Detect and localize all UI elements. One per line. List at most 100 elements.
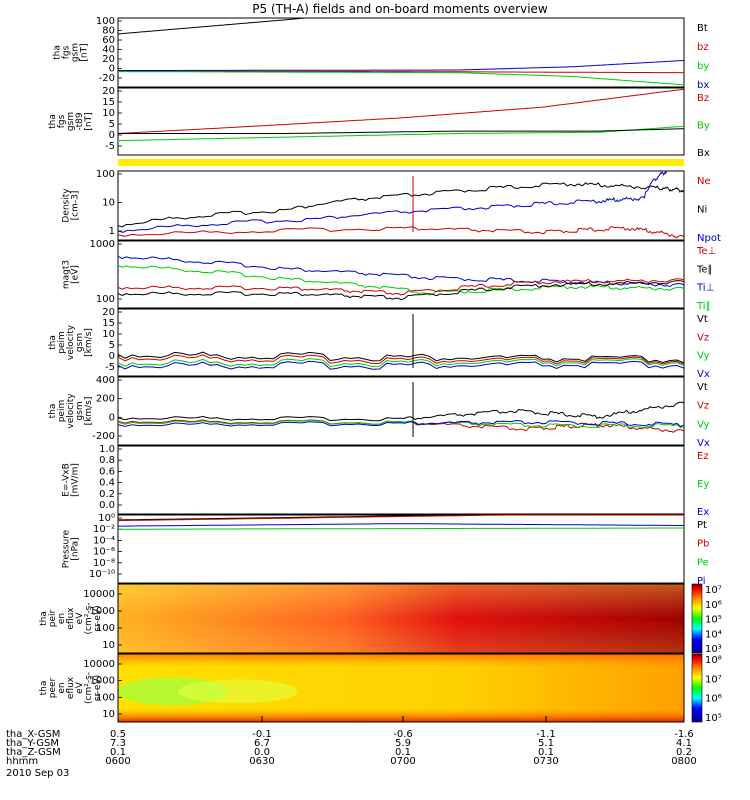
panel-frame — [117, 653, 685, 723]
panel-density: 100 10 1 Density [cm-3] Ne Ni Npot — [62, 169, 721, 244]
y-axis-label-line: peim — [57, 400, 67, 423]
y-tick-label: -5 — [105, 362, 115, 373]
colorbar-tick-label: 10⁶ — [705, 694, 722, 705]
ephemeris-value: 5.9 — [395, 738, 411, 749]
series-line-Bx — [118, 128, 684, 134]
ephemeris-value: 0700 — [390, 756, 415, 767]
ephemeris-value: 0.0 — [254, 747, 270, 758]
ephemeris-value: 0730 — [533, 756, 558, 767]
panel-frame — [117, 376, 685, 446]
y-axis-label-line: magt3 — [62, 260, 72, 289]
series-line-Te⊥ — [117, 278, 685, 296]
y-tick-label: 60 — [102, 35, 115, 46]
yellow-band — [118, 159, 684, 166]
legend-entry: Ne — [697, 176, 711, 187]
y-tick-label: 10⁻⁶ — [93, 547, 115, 558]
ephemeris-row-label: tha_X-GSM — [6, 729, 60, 740]
y-axis-label: tha peir en eflux eV (cm²-s-sr-eV) — [39, 602, 103, 634]
panel-frame — [117, 17, 685, 88]
y-tick-label: 0 — [109, 64, 115, 75]
spectrogram-shade — [118, 584, 684, 653]
y-axis-label-line: (cm²-s- — [84, 602, 94, 634]
ephemeris-table: tha_X-GSM 0.5 -0.1 -0.6 -1.1 -1.6 tha_Y-GSM 7.3… — [6, 716, 697, 779]
y-axis-label: tha peer en eflux eV (cm²-s-sr-eV) — [39, 672, 103, 704]
y-axis-label-line: (cm²-s- — [84, 672, 94, 704]
y-tick-label: 15 — [102, 97, 115, 108]
colorbar — [691, 583, 703, 654]
y-tick-label: 0.6 — [99, 466, 115, 477]
y-axis-label-line: [mV/m] — [71, 463, 81, 497]
legend-entry: Bx — [697, 148, 710, 159]
panel-peir-spec: 10⁷ 10⁶ 10⁵ 10⁴ 10³ 10000 1000 100 10 tha peir en ef… — [39, 583, 722, 655]
y-axis-label-line: tha — [39, 611, 49, 626]
legend-entry: Ez — [697, 451, 709, 462]
ephemeris-row-label: tha_Y-GSM — [6, 738, 59, 749]
ephemeris-value: 0630 — [249, 756, 274, 767]
y-tick-label: -20 — [99, 73, 115, 84]
series-line-Ti∥ — [117, 264, 685, 296]
y-tick-label: 10 — [102, 329, 115, 340]
ephemeris-value: 7.3 — [110, 738, 126, 749]
y-tick-label: 100 — [96, 294, 115, 305]
y-axis-label: tha peim velocity gsm [km/s] — [48, 393, 94, 429]
y-tick-label: 0.2 — [99, 489, 115, 500]
y-tick-label: -5 — [105, 141, 115, 152]
y-tick-label: 20 — [102, 54, 115, 65]
y-tick-label: 100 — [96, 169, 115, 180]
y-tick-label: 0.4 — [99, 478, 115, 489]
legend-entry: Te⊥ — [696, 246, 716, 257]
legend-entry: By — [697, 121, 710, 132]
y-axis-label-line: en — [57, 682, 67, 693]
colorbar-tick-label: 10⁷ — [705, 674, 722, 685]
legend-entry: Ti∥ — [696, 301, 711, 312]
legend-entry: Vt — [697, 314, 708, 325]
legend-entry: Ex — [697, 507, 709, 518]
y-axis-label-line: gsm — [71, 43, 81, 62]
y-axis-label-line: tha — [53, 45, 63, 60]
y-axis-label-line: peim — [57, 331, 67, 354]
y-tick-label: 10⁰ — [98, 513, 115, 524]
y-tick-label: 40 — [102, 45, 115, 56]
y-tick-label: 10 — [102, 108, 115, 119]
y-tick-label: 1000 — [90, 239, 115, 250]
date-label: 2010 Sep 03 — [6, 768, 69, 779]
series-line-Vy — [117, 358, 685, 368]
y-tick-label: 10⁻² — [93, 524, 115, 535]
y-axis-label-line: velocity — [66, 393, 76, 429]
ephemeris-value: 4.1 — [676, 738, 692, 749]
legend-entry: Vt — [697, 382, 708, 393]
legend-entry: Vx — [697, 369, 710, 380]
legend-entry: by — [697, 61, 709, 72]
series-line-Vz — [117, 354, 685, 365]
ephemeris-row-label: tha_Z-GSM — [6, 747, 61, 758]
y-axis-label: magt3 [eV] — [62, 260, 81, 289]
colorbar-tick-label: 10⁵ — [705, 713, 722, 724]
ephemeris-value: -1.6 — [674, 729, 694, 740]
legend-entry: Vz — [697, 332, 709, 343]
series-line-bx — [118, 60, 685, 71]
y-axis-label-line: peir — [48, 609, 58, 627]
y-axis-label: tha peim velocity gsm [km/s] — [48, 324, 94, 360]
y-axis-label-line: [cm-3] — [71, 191, 81, 221]
panel-e-vxb: 1.00.80.60.40.20.0 E=-VxB [mV/m] Ez Ey Ex — [62, 444, 710, 518]
y-axis-label-line: Pressure — [62, 529, 72, 568]
ephemeris-value: 0.1 — [395, 747, 411, 758]
y-tick-label: 0 — [109, 130, 115, 141]
ephemeris-value: 0.1 — [110, 747, 126, 758]
y-axis-label-line: tha — [48, 335, 58, 350]
y-tick-label: 10 — [102, 198, 115, 209]
y-tick-label: 15 — [102, 318, 115, 329]
y-axis-label-line: fgs — [57, 114, 67, 128]
panel-frame — [117, 308, 685, 377]
legend-entry: Bt — [697, 23, 708, 34]
series-line-Vx — [117, 420, 685, 428]
panel-frame — [117, 170, 685, 241]
y-tick-label: 5 — [109, 119, 115, 130]
legend-entry: Vy — [697, 419, 710, 430]
y-tick-label: 10⁻⁸ — [93, 558, 115, 569]
y-axis-label-line: tha — [48, 404, 58, 419]
y-axis-label: Pressure [nPa] — [62, 529, 81, 568]
legend-entry: Pt — [697, 520, 707, 531]
